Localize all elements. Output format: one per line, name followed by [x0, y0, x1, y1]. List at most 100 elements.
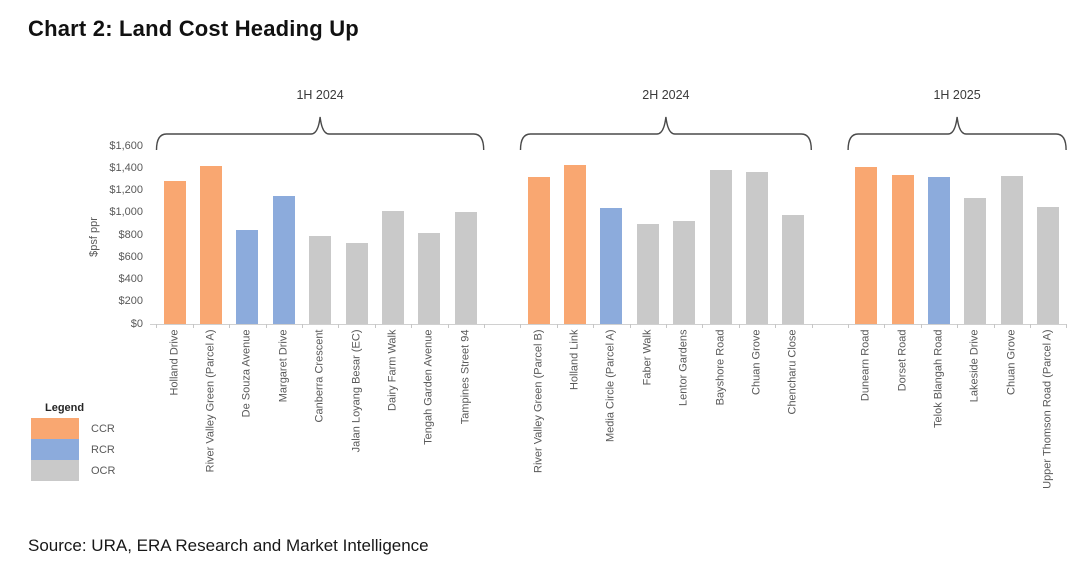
- x-tick: [920, 324, 922, 328]
- bar: [1037, 206, 1060, 324]
- bar: [527, 177, 550, 324]
- y-tick-label: $1,600: [109, 139, 143, 152]
- y-tick-label: $1,200: [109, 184, 143, 196]
- x-axis-label: Lentor Gardens: [677, 329, 690, 406]
- legend-label: OCR: [91, 464, 116, 477]
- x-tick: [156, 324, 158, 328]
- legend-item: RCR: [31, 439, 115, 460]
- y-tick-label: $200: [118, 295, 143, 308]
- x-tick: [738, 324, 740, 328]
- x-tick: [993, 324, 995, 328]
- x-axis-label: Lakeside Drive: [968, 329, 981, 403]
- x-axis-label: Tengah Garden Avenue: [422, 329, 435, 445]
- y-axis-title: $psf ppr: [88, 217, 100, 257]
- x-tick: [593, 324, 595, 328]
- x-axis-label: River Valley Green (Parcel B): [532, 329, 544, 473]
- y-tick-label: $600: [118, 250, 143, 263]
- x-tick: [192, 324, 194, 328]
- x-axis-label: Jalan Loyang Besar (EC): [350, 329, 362, 453]
- bar: [745, 171, 768, 324]
- x-tick: [374, 324, 376, 328]
- x-axis-label: Chuan Grove: [750, 329, 763, 395]
- x-axis-label: River Valley Green (Parcel A): [204, 329, 217, 473]
- y-tick-label: $0: [130, 317, 143, 330]
- y-tick-label: $1,400: [109, 161, 143, 174]
- x-tick: [847, 324, 849, 328]
- x-axis-label: Chencharu Close: [786, 329, 799, 415]
- x-tick: [957, 324, 959, 328]
- x-tick: [775, 324, 777, 328]
- bar: [1000, 176, 1023, 324]
- x-tick: [629, 324, 631, 328]
- legend-label: RCR: [91, 443, 115, 456]
- x-axis-label: Dunearn Road: [859, 329, 872, 402]
- group-brace: [155, 116, 485, 151]
- x-tick: [1029, 324, 1031, 328]
- y-tick-label: $1,000: [109, 206, 143, 219]
- x-axis-label: Tampines Street 94: [459, 329, 472, 425]
- x-tick: [556, 324, 558, 328]
- legend-rows: CCR RCR OCR: [31, 418, 115, 481]
- group-label: 1H 2024: [296, 88, 344, 102]
- bar: [964, 198, 987, 324]
- bar: [600, 208, 623, 324]
- x-tick: [301, 324, 303, 328]
- bar: [236, 229, 259, 324]
- x-tick: [520, 324, 522, 328]
- group-brace: [847, 116, 1067, 151]
- x-axis-label: Upper Thomson Road (Parcel A): [1041, 329, 1054, 489]
- x-tick: [338, 324, 340, 328]
- bar: [927, 176, 950, 324]
- legend-label: CCR: [91, 422, 115, 435]
- y-tick-label: $400: [118, 273, 143, 285]
- x-axis-label: Bayshore Road: [714, 329, 726, 406]
- x-axis-label: Canberra Crescent: [313, 329, 326, 423]
- source-note: Source: URA, ERA Research and Market Int…: [28, 536, 429, 555]
- x-axis-label: Telok Blangah Road: [932, 329, 945, 428]
- x-axis-label: Margaret Drive: [277, 329, 290, 403]
- bar: [891, 174, 914, 324]
- x-axis-label: Holland Drive: [168, 329, 180, 396]
- legend-item: CCR: [31, 418, 115, 439]
- bar: [418, 232, 441, 324]
- bar: [199, 166, 222, 324]
- group-brace: [519, 116, 812, 151]
- x-tick: [265, 324, 267, 328]
- x-tick: [411, 324, 413, 328]
- legend-swatch: [31, 439, 79, 460]
- x-axis-line: [150, 324, 1066, 325]
- bar: [163, 181, 186, 324]
- x-tick: [665, 324, 667, 328]
- legend: Legend CCR RCR OCR: [31, 402, 115, 481]
- x-axis-label: Dorset Road: [896, 329, 908, 392]
- group-label: 1H 2025: [933, 88, 981, 102]
- x-tick: [702, 324, 704, 328]
- group-label: 2H 2024: [642, 88, 690, 102]
- x-axis-label: Holland Link: [568, 329, 581, 391]
- bar: [636, 223, 659, 324]
- bar: [782, 214, 805, 324]
- x-tick: [483, 324, 485, 328]
- x-tick: [447, 324, 449, 328]
- x-axis-label: Media Circle (Parcel A): [604, 329, 617, 442]
- bar: [309, 235, 332, 324]
- legend-title: Legend: [45, 402, 85, 414]
- bar: [673, 221, 696, 324]
- x-axis-label: Dairy Farm Walk: [386, 329, 399, 411]
- y-tick-label: $800: [118, 228, 143, 241]
- bar: [855, 167, 878, 324]
- x-tick: [1066, 324, 1068, 328]
- chart-title: Chart 2: Land Cost Heading Up: [28, 16, 359, 41]
- bar: [345, 242, 368, 324]
- x-axis-label: Chuan Grove: [1005, 329, 1018, 395]
- legend-swatch: [31, 460, 79, 481]
- bar: [563, 165, 586, 324]
- x-axis-label: De Souza Avenue: [240, 329, 253, 418]
- bar: [454, 212, 477, 324]
- bar: [272, 195, 295, 324]
- bar: [381, 210, 404, 324]
- x-tick: [811, 324, 813, 328]
- x-tick: [884, 324, 886, 328]
